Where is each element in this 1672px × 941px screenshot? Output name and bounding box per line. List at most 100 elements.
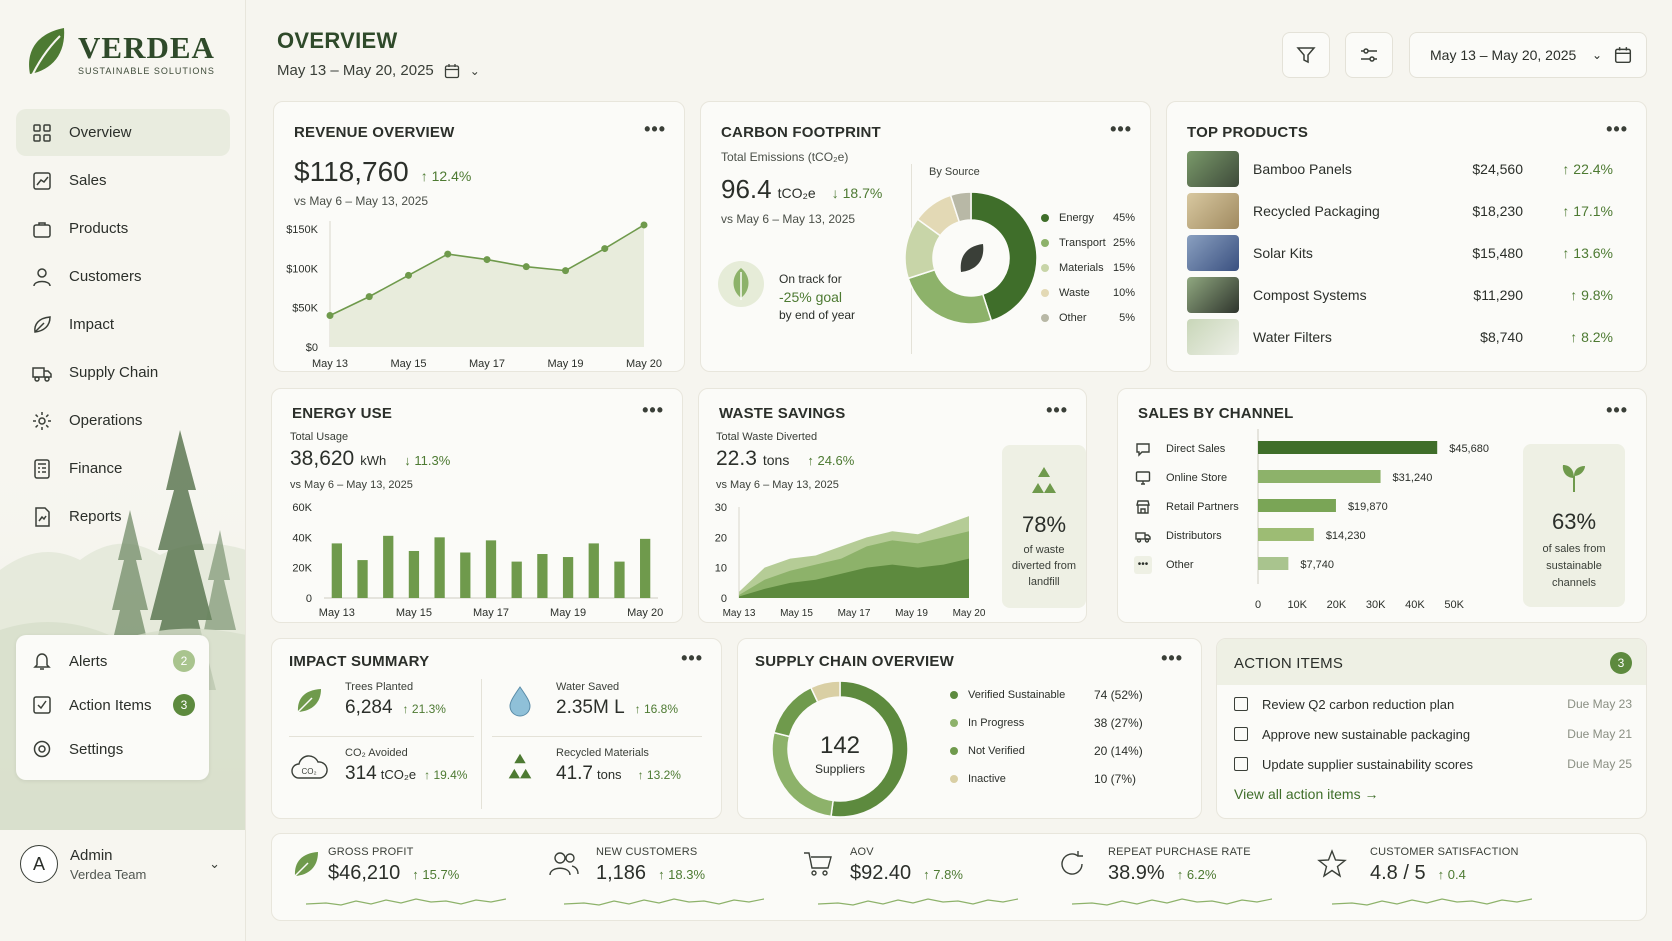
more-icon[interactable]: ••• (642, 400, 664, 420)
energy-bar (383, 535, 394, 598)
action-item-row[interactable]: Approve new sustainable packaging Due May… (1234, 719, 1632, 749)
star-icon (1317, 849, 1347, 878)
channel-label: Online Store (1166, 471, 1228, 484)
more-icon[interactable]: ••• (1110, 119, 1132, 139)
more-icon[interactable]: ••• (1606, 119, 1628, 139)
filter-button[interactable] (1282, 32, 1330, 78)
waste-diverted-box: 78% of waste diverted from landfill (1002, 445, 1086, 608)
kpi-aov[interactable]: AOV $92.40 ↑ 7.8% (802, 834, 1042, 914)
change-text: 13.6% (1573, 245, 1613, 261)
change-text: 17.1% (1573, 203, 1613, 219)
brand-logo[interactable]: VERDEA SUSTAINABLE SOLUTIONS (24, 26, 215, 82)
nav-label: Sales (69, 172, 107, 189)
legend-value: 20 (14%) (1094, 744, 1143, 758)
more-icon[interactable]: ••• (644, 119, 666, 139)
kpi-new-customers[interactable]: NEW CUSTOMERS 1,186 ↑ 18.3% (548, 834, 788, 914)
product-revenue: $8,740 (1480, 329, 1523, 345)
util-item-action-items[interactable]: Action Items 3 (16, 683, 209, 727)
data-point (483, 256, 491, 264)
y-tick-label: 40K (292, 532, 312, 544)
y-tick-label: 30 (715, 502, 727, 514)
product-change: ↑ 22.4% (1562, 161, 1613, 177)
sprout-icon (1562, 465, 1585, 492)
kpi-gross-profit[interactable]: GROSS PROFIT $46,210 ↑ 15.7% (290, 834, 530, 914)
product-row[interactable]: Recycled Packaging $18,230 ↑ 17.1% (1187, 190, 1613, 232)
nav-item-customers[interactable]: Customers (16, 253, 230, 300)
nav-item-products[interactable]: Products (16, 205, 230, 252)
y-tick-label: 20 (715, 532, 727, 544)
view-all-actions-link[interactable]: View all action items → (1234, 786, 1378, 802)
energy-compare: vs May 6 – May 13, 2025 (290, 479, 413, 491)
action-item-row[interactable]: Update supplier sustainability scores Due… (1234, 749, 1632, 779)
kpi-label: CUSTOMER SATISFACTION (1370, 846, 1519, 858)
data-point (522, 263, 530, 271)
energy-bar (537, 554, 548, 598)
product-row[interactable]: Bamboo Panels $24,560 ↑ 22.4% (1187, 148, 1613, 190)
channel-bar (1258, 557, 1289, 570)
x-tick-label: May 20 (627, 607, 663, 619)
nav-item-reports[interactable]: Reports (16, 493, 230, 540)
product-row[interactable]: Compost Systems $11,290 ↑ 9.8% (1187, 274, 1613, 316)
nav-item-operations[interactable]: Operations (16, 397, 230, 444)
kpi-change: ↑ 7.8% (923, 867, 963, 882)
waste-label: Total Waste Diverted (716, 431, 818, 443)
kpi-label: NEW CUSTOMERS (596, 846, 698, 858)
util-item-alerts[interactable]: Alerts 2 (16, 639, 209, 683)
carbon-track-line1: On track for (779, 272, 842, 286)
x-tick-label: 20K (1327, 599, 1347, 609)
more-icon[interactable]: ••• (681, 648, 703, 668)
chevron-down-icon[interactable]: ⌄ (469, 63, 480, 78)
recycle-icon (500, 747, 540, 787)
legend-label: Verified Sustainable (968, 689, 1066, 701)
impact-change: ↑ 21.3% (402, 702, 446, 716)
data-point (562, 267, 569, 275)
date-picker[interactable]: May 13 – May 20, 2025 ⌄ (1409, 32, 1647, 78)
supply-legend: Verified Sustainable 74 (52%) In Progress… (950, 681, 1150, 793)
date-range[interactable]: May 13 – May 20, 2025 ⌄ (277, 62, 480, 79)
action-due: Due May 25 (1567, 757, 1632, 771)
util-item-settings[interactable]: Settings (16, 727, 209, 771)
action-checkbox[interactable] (1234, 697, 1248, 711)
x-tick-label: May 15 (390, 358, 426, 370)
carbon-legend: Energy 45% Transport 25% Materials 15% Waste 10… (1041, 205, 1135, 330)
product-name: Solar Kits (1253, 245, 1313, 261)
kpi-customer-satisfaction[interactable]: CUSTOMER SATISFACTION 4.8 / 5 ↑ 0.4 (1316, 834, 1556, 914)
legend-dot (1041, 313, 1049, 322)
adjust-button[interactable] (1345, 32, 1393, 78)
waste-change: ↑ 24.6% (807, 453, 855, 468)
channel-row: Distributors (1134, 521, 1239, 550)
channel-pct: 63% (1551, 509, 1597, 534)
carbon-card: CARBON FOOTPRINT ••• Total Emissions (tC… (700, 101, 1151, 372)
user-menu[interactable]: A Admin Verdea Team ⌄ (20, 845, 220, 883)
kpi-label: GROSS PROFIT (328, 846, 414, 858)
product-row[interactable]: Water Filters $8,740 ↑ 8.2% (1187, 316, 1613, 358)
nav-item-supply-chain[interactable]: Supply Chain (16, 349, 230, 396)
action-item-row[interactable]: Review Q2 carbon reduction plan Due May 2… (1234, 689, 1632, 719)
energy-bar (614, 561, 625, 598)
nav-item-finance[interactable]: Finance (16, 445, 230, 492)
kpi-repeat-purchase-rate[interactable]: REPEAT PURCHASE RATE 38.9% ↑ 6.2% (1056, 834, 1296, 914)
more-icon[interactable]: ••• (1046, 400, 1068, 420)
nav-item-sales[interactable]: Sales (16, 157, 230, 204)
product-row[interactable]: Solar Kits $15,480 ↑ 13.6% (1187, 232, 1613, 274)
more-icon[interactable]: ••• (1161, 648, 1183, 668)
action-checkbox[interactable] (1234, 757, 1248, 771)
change-text: 11.3% (414, 453, 451, 468)
legend-value: 38 (27%) (1094, 716, 1143, 730)
x-tick-label: May 19 (547, 358, 583, 370)
action-checkbox[interactable] (1234, 727, 1248, 741)
calendar-icon[interactable] (444, 63, 460, 79)
y-tick-label: $0 (306, 342, 318, 354)
energy-bar (485, 540, 497, 598)
change-text: 24.6% (817, 453, 855, 468)
nav-item-impact[interactable]: Impact (16, 301, 230, 348)
x-tick-label: May 20 (626, 358, 662, 370)
more-icon[interactable]: ••• (1606, 400, 1628, 420)
legend-label: Transport (1059, 236, 1106, 249)
chevron-down-icon[interactable]: ⌄ (209, 856, 220, 871)
energy-bar (460, 552, 471, 598)
sliders-icon (1361, 48, 1377, 62)
product-name: Water Filters (1253, 329, 1332, 345)
nav-item-overview[interactable]: Overview (16, 109, 230, 156)
bar-value-label: $19,870 (1348, 501, 1388, 513)
